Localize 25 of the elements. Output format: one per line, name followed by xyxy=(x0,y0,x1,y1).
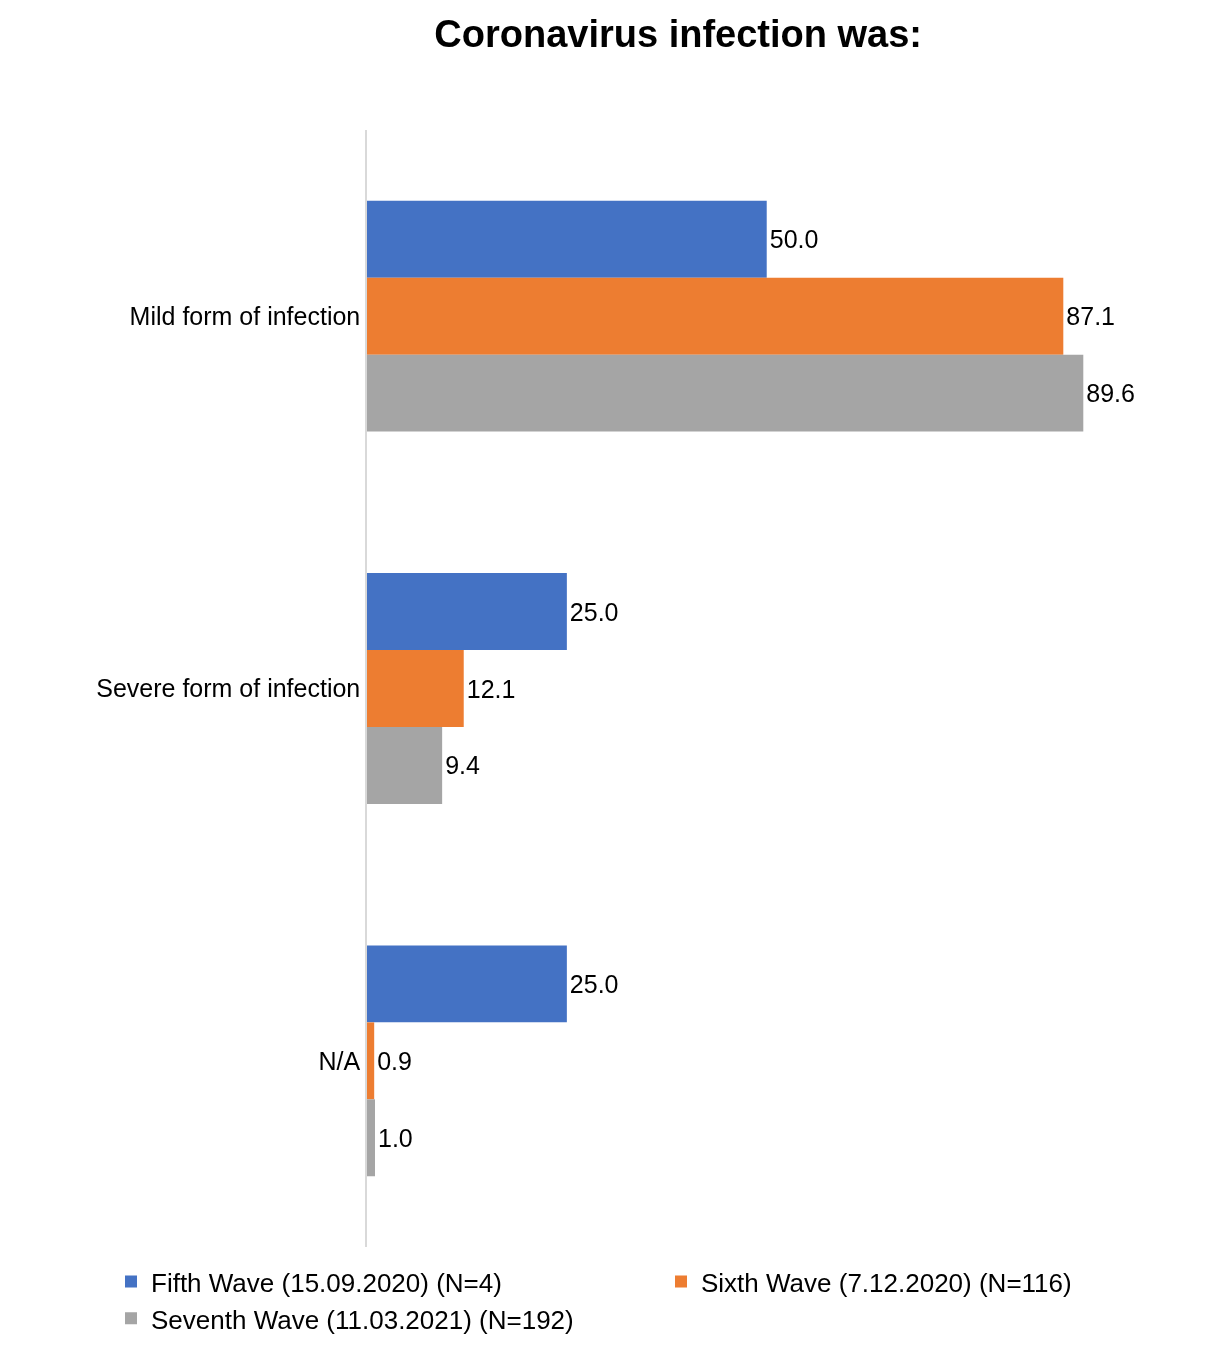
y-tick-label: N/A xyxy=(318,1046,361,1075)
data-label: 87.1 xyxy=(1066,302,1115,331)
bar xyxy=(367,650,464,727)
y-tick-label: Severe form of infection xyxy=(96,674,361,703)
data-label: 89.6 xyxy=(1086,379,1135,408)
bar xyxy=(367,726,443,804)
bar xyxy=(367,573,567,651)
data-label: 25.0 xyxy=(569,969,619,998)
legend-label: Sixth Wave (7.12.2020) (N=116) xyxy=(701,1267,1072,1298)
legend-label: Seventh Wave (11.03.2021) (N=192) xyxy=(151,1304,574,1335)
bar xyxy=(367,354,1084,432)
data-label: 1.0 xyxy=(377,1123,413,1152)
legend-label: Fifth Wave (15.09.2020) (N=4) xyxy=(151,1267,502,1298)
y-tick-label: Mild form of infection xyxy=(129,301,361,330)
bar xyxy=(367,200,767,278)
chart-title: Coronavirus infection was: xyxy=(434,12,923,55)
data-label: 9.4 xyxy=(445,751,480,780)
bar xyxy=(367,1099,375,1177)
data-label: 0.9 xyxy=(377,1046,412,1075)
bar xyxy=(367,945,567,1023)
data-label: 12.1 xyxy=(466,674,516,703)
data-label: 25.0 xyxy=(569,597,619,626)
bar xyxy=(367,277,1064,355)
bar xyxy=(367,1022,375,1100)
data-label: 50.0 xyxy=(769,225,819,254)
